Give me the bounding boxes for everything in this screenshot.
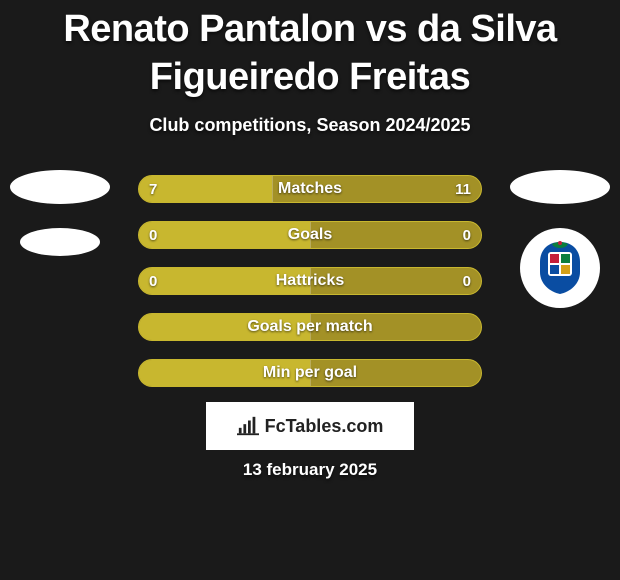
stat-value-left: 0	[149, 268, 157, 294]
stat-label: Min per goal	[139, 360, 481, 386]
stat-label: Goals per match	[139, 314, 481, 340]
stat-value-right: 0	[463, 268, 471, 294]
player-right-column	[500, 170, 620, 308]
stat-value-left: 0	[149, 222, 157, 248]
porto-badge-icon	[528, 236, 592, 300]
stat-bar: Goals per match	[138, 313, 482, 341]
brand-text: FcTables.com	[265, 416, 384, 437]
player-right-club-badge	[520, 228, 600, 308]
stat-bars: Matches711Goals00Hattricks00Goals per ma…	[138, 175, 482, 387]
stat-bar: Goals0 0	[138, 221, 482, 249]
player-left-photo	[10, 170, 110, 204]
season-subtitle: Club competitions, Season 2024/2025	[0, 115, 620, 136]
stat-label: Hattricks	[139, 268, 481, 294]
player-left-column	[0, 170, 120, 256]
stat-label: Matches	[139, 176, 481, 202]
player-right-photo	[510, 170, 610, 204]
bar-chart-icon	[237, 415, 259, 437]
stat-label: Goals	[139, 222, 481, 248]
stat-bar: Min per goal	[138, 359, 482, 387]
stat-value-left: 7	[149, 176, 157, 202]
date-text: 13 february 2025	[0, 460, 620, 480]
stat-bar: Hattricks0 0	[138, 267, 482, 295]
page-title: Renato Pantalon vs da Silva Figueiredo F…	[0, 0, 620, 101]
brand-box[interactable]: FcTables.com	[206, 402, 414, 450]
stat-value-right: 11	[455, 176, 471, 202]
player-left-club-badge	[20, 228, 100, 256]
stat-value-right: 0	[463, 222, 471, 248]
stat-bar: Matches7 11	[138, 175, 482, 203]
